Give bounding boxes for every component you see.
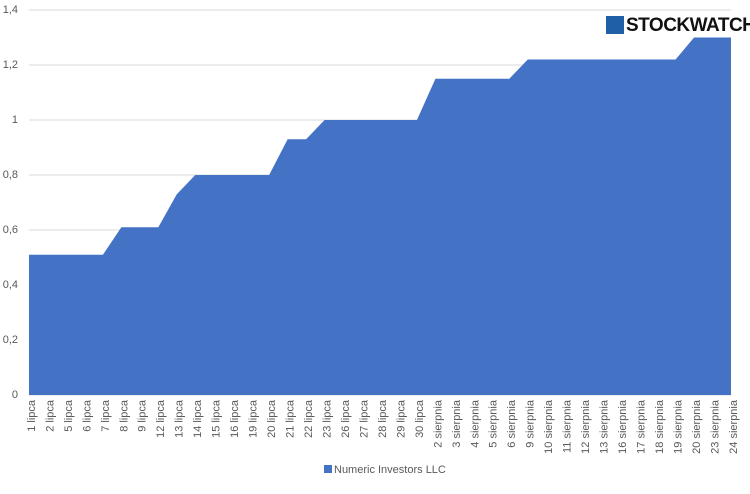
x-tick-label: 19 lipca bbox=[248, 399, 260, 438]
x-tick-label: 20 sierpnia bbox=[691, 399, 703, 454]
y-tick-label: 0,8 bbox=[3, 169, 18, 181]
x-tick-label: 6 sierpnia bbox=[506, 399, 518, 448]
x-tick-label: 13 sierpnia bbox=[599, 399, 611, 454]
y-tick-label: 0 bbox=[12, 389, 18, 401]
logo-icon bbox=[606, 16, 624, 34]
x-tick-label: 21 lipca bbox=[285, 399, 297, 438]
y-tick-label: 1 bbox=[12, 114, 18, 126]
x-tick-label: 16 lipca bbox=[229, 399, 241, 438]
y-tick-label: 0,4 bbox=[3, 279, 18, 291]
area bbox=[29, 37, 731, 395]
x-tick-label: 4 sierpnia bbox=[469, 399, 481, 448]
y-tick-label: 0,6 bbox=[3, 224, 18, 236]
x-tick-label: 13 lipca bbox=[174, 399, 186, 438]
x-tick-label: 1 lipca bbox=[26, 399, 38, 432]
x-tick-label: 10 sierpnia bbox=[543, 399, 555, 454]
x-tick-label: 5 lipca bbox=[63, 399, 75, 432]
x-tick-label: 22 lipca bbox=[303, 399, 315, 438]
x-tick-label: 2 lipca bbox=[44, 399, 56, 432]
x-tick-label: 3 sierpnia bbox=[451, 399, 463, 448]
x-tick-label: 20 lipca bbox=[266, 399, 278, 438]
x-tick-label: 9 lipca bbox=[137, 399, 149, 432]
x-tick-label: 12 sierpnia bbox=[580, 399, 592, 454]
x-tick-label: 24 sierpnia bbox=[728, 399, 740, 454]
x-tick-label: 27 lipca bbox=[358, 399, 370, 438]
x-tick-label: 2 sierpnia bbox=[432, 399, 444, 448]
x-tick-label: 29 lipca bbox=[395, 399, 407, 438]
x-tick-label: 26 lipca bbox=[340, 399, 352, 438]
x-tick-label: 7 lipca bbox=[100, 399, 112, 432]
y-tick-label: 1,4 bbox=[3, 4, 18, 16]
x-tick-label: 11 sierpnia bbox=[562, 399, 574, 453]
x-tick-label: 12 lipca bbox=[155, 399, 167, 438]
x-tick-label: 5 sierpnia bbox=[488, 399, 500, 448]
x-tick-label: 9 sierpnia bbox=[525, 399, 537, 448]
x-tick-label: 6 lipca bbox=[81, 399, 93, 432]
x-tick-label: 18 sierpnia bbox=[654, 399, 666, 454]
plot: 0 0,2 0,4 0,6 0,8 1 1,2 1,4 Numeric Investors LL… bbox=[3, 4, 740, 476]
y-tick-label: 1,2 bbox=[3, 59, 18, 71]
x-tick-label: 19 sierpnia bbox=[672, 399, 684, 454]
logo: STOCKWATCH bbox=[626, 15, 750, 36]
x-tick-label: 14 lipca bbox=[192, 399, 204, 438]
x-tick-label: 23 sierpnia bbox=[709, 399, 721, 454]
y-tick-label: 0,2 bbox=[3, 334, 18, 346]
x-tick-label: 8 lipca bbox=[118, 399, 130, 432]
legend-swatch bbox=[324, 465, 332, 473]
x-tick-label: 17 sierpnia bbox=[636, 399, 648, 454]
legend-label: Numeric Investors LLC bbox=[334, 464, 446, 476]
x-tick-label: 28 lipca bbox=[377, 399, 389, 438]
x-tick-label: 23 lipca bbox=[321, 399, 333, 438]
x-tick-label: 16 sierpnia bbox=[617, 399, 629, 454]
x-tick-label: 30 lipca bbox=[414, 399, 426, 438]
x-tick-label: 15 lipca bbox=[211, 399, 223, 438]
